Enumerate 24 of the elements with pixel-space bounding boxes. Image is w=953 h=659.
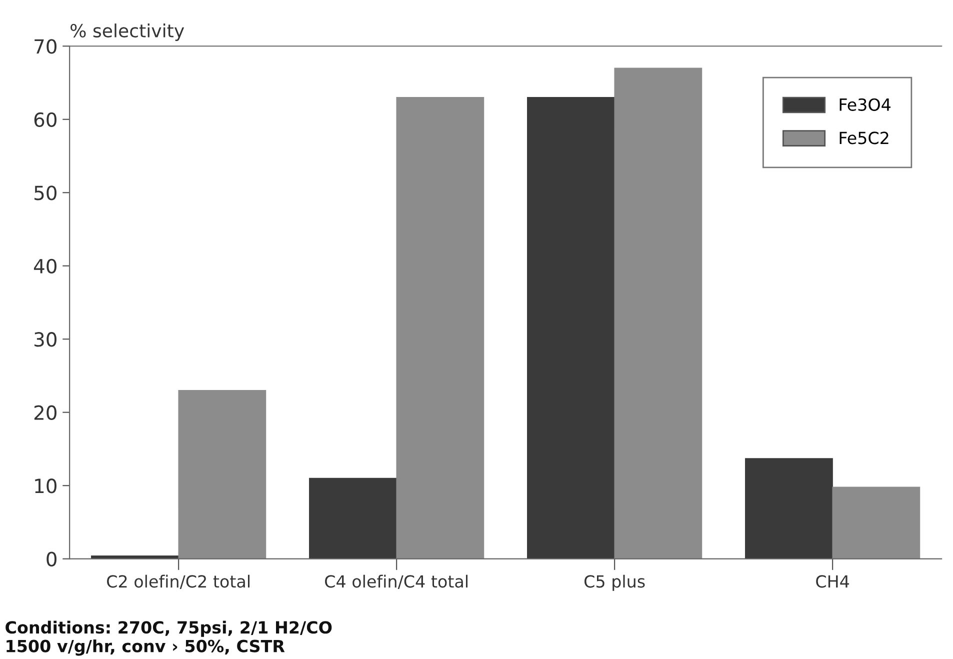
y-axis-title: % selectivity: [70, 24, 184, 42]
y-tick-label: 10: [35, 478, 56, 494]
bar: [614, 68, 702, 559]
text: Conditions: 270C, 75psi, 2/1 H2/CO 1500 v/g/hr, conv › 50%, CSTR: [6, 620, 332, 656]
x-tick-label: CH4: [816, 575, 850, 588]
bar: [309, 478, 397, 559]
y-tick-label: 70: [34, 39, 56, 54]
y-tick-label: 30: [34, 332, 56, 347]
y-tick-label: 0: [46, 552, 56, 566]
y-tick-label: 40: [34, 258, 56, 274]
bar: [396, 97, 484, 559]
bar: [91, 556, 179, 559]
x-tick-label: C5 plus: [584, 574, 645, 591]
x-tick-label: C4 olefin/C4 total: [325, 574, 468, 590]
y-tick-label: 60: [34, 112, 56, 128]
bar: [745, 458, 833, 559]
bar: [832, 486, 920, 559]
y-tick-label: 20: [34, 405, 56, 420]
legend-label: Fe3O4: [840, 98, 890, 111]
y-tick-label: 50: [34, 186, 56, 200]
bar: [527, 97, 615, 559]
x-tick-label: C2 olefin/C2 total: [107, 574, 250, 590]
legend-label: Fe5C2: [840, 132, 888, 144]
bar: [178, 390, 266, 559]
